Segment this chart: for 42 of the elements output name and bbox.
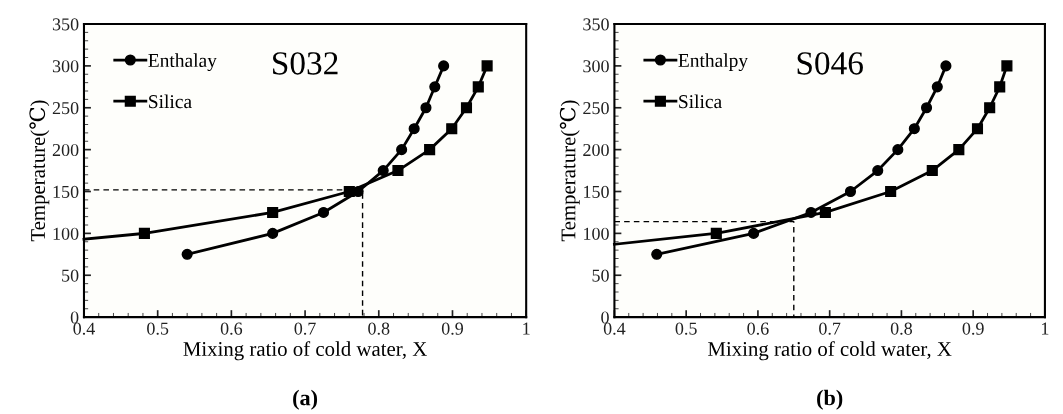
x-tick-label: 0.9 xyxy=(441,322,464,335)
x-tick-label: 0.6 xyxy=(220,322,243,335)
y-tick-label: 100 xyxy=(53,227,79,240)
x-tick-label: 0.7 xyxy=(819,322,841,335)
text: S032 xyxy=(273,52,338,75)
y-axis-title: Temperature(℃) xyxy=(559,100,580,242)
text: (b) xyxy=(817,389,843,410)
legend-label: Enthalay xyxy=(148,53,217,72)
y-tick-label: 300 xyxy=(52,60,79,73)
y-tick-label: 200 xyxy=(583,143,609,157)
x-tick-label: 0.5 xyxy=(675,322,697,335)
x-tick-label: 0.4 xyxy=(603,322,626,335)
x-tick-label: 0.8 xyxy=(368,322,390,335)
legend-label: Silica xyxy=(149,94,192,109)
y-tick-label: 150 xyxy=(584,185,609,198)
y-tick-label: 300 xyxy=(583,60,609,73)
y-tick-label: 200 xyxy=(52,143,79,157)
y-tick-label: 50 xyxy=(592,269,609,282)
x-axis-title: Mixing ratio of cold water, X xyxy=(183,341,427,361)
y-tick-label: 0 xyxy=(70,311,79,324)
legend-label: Silica xyxy=(679,94,722,109)
text: S046 xyxy=(797,52,863,75)
text: (a) xyxy=(293,389,318,410)
y-tick-label: 250 xyxy=(583,102,609,115)
legend-label: Enthalpy xyxy=(678,53,749,72)
y-tick-label: 0 xyxy=(601,311,609,324)
x-tick-label: 0.5 xyxy=(147,322,169,335)
x-tick-label: 1 xyxy=(523,322,530,335)
y-tick-label: 100 xyxy=(584,227,609,240)
x-tick-label: 0.7 xyxy=(294,322,316,335)
y-tick-label: 50 xyxy=(62,269,79,282)
x-tick-label: 0.9 xyxy=(962,322,984,335)
y-tick-label: 350 xyxy=(52,18,79,31)
y-tick-label: 150 xyxy=(53,185,79,198)
x-tick-label: 0.6 xyxy=(747,322,769,335)
x-tick-label: 1 xyxy=(1042,322,1049,335)
y-tick-label: 350 xyxy=(583,18,609,31)
x-axis-title: Mixing ratio of cold water, X xyxy=(708,341,952,361)
y-tick-label: 250 xyxy=(52,102,79,115)
y-axis-title: Temperature(℃) xyxy=(29,100,50,242)
x-tick-label: 0.8 xyxy=(890,322,913,335)
x-tick-label: 0.4 xyxy=(73,322,95,335)
